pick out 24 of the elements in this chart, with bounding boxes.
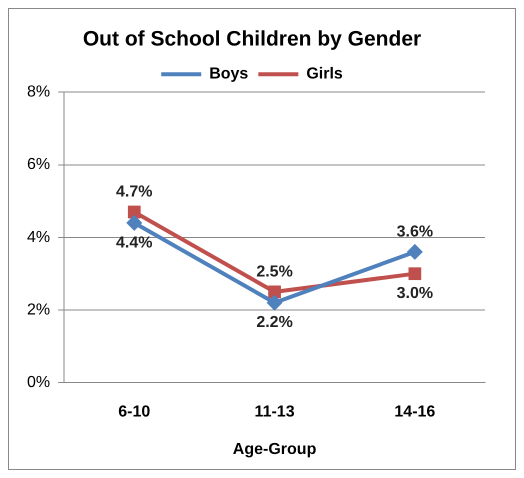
y-tick-label: 4% (27, 228, 50, 246)
point (126, 214, 142, 231)
data-label: 4.4% (116, 234, 153, 252)
point (268, 285, 281, 298)
y-tick-label: 6% (27, 156, 50, 174)
point (266, 294, 283, 311)
y-tick-label: 2% (27, 301, 50, 318)
point (128, 206, 141, 218)
data-label: 4.7% (116, 183, 153, 200)
data-label: 2.5% (256, 263, 293, 280)
x-axis-title: Age-Group (232, 440, 317, 458)
legend-label: Boys (209, 66, 248, 83)
chart-title: Out of School Children by Gender (82, 27, 422, 50)
y-tick-label: 0% (27, 374, 50, 392)
x-tick-label: 11-13 (254, 404, 295, 421)
data-label: 3.6% (396, 223, 434, 240)
data-label: 3.0% (396, 285, 434, 302)
data-label: 2.2% (256, 314, 293, 332)
point (408, 267, 422, 280)
y-tick-label: 8% (27, 84, 50, 101)
legend-label: Girls (306, 66, 343, 83)
point (406, 244, 423, 260)
x-tick-label: 6-10 (118, 404, 150, 421)
x-tick-label: 14-16 (394, 404, 436, 421)
